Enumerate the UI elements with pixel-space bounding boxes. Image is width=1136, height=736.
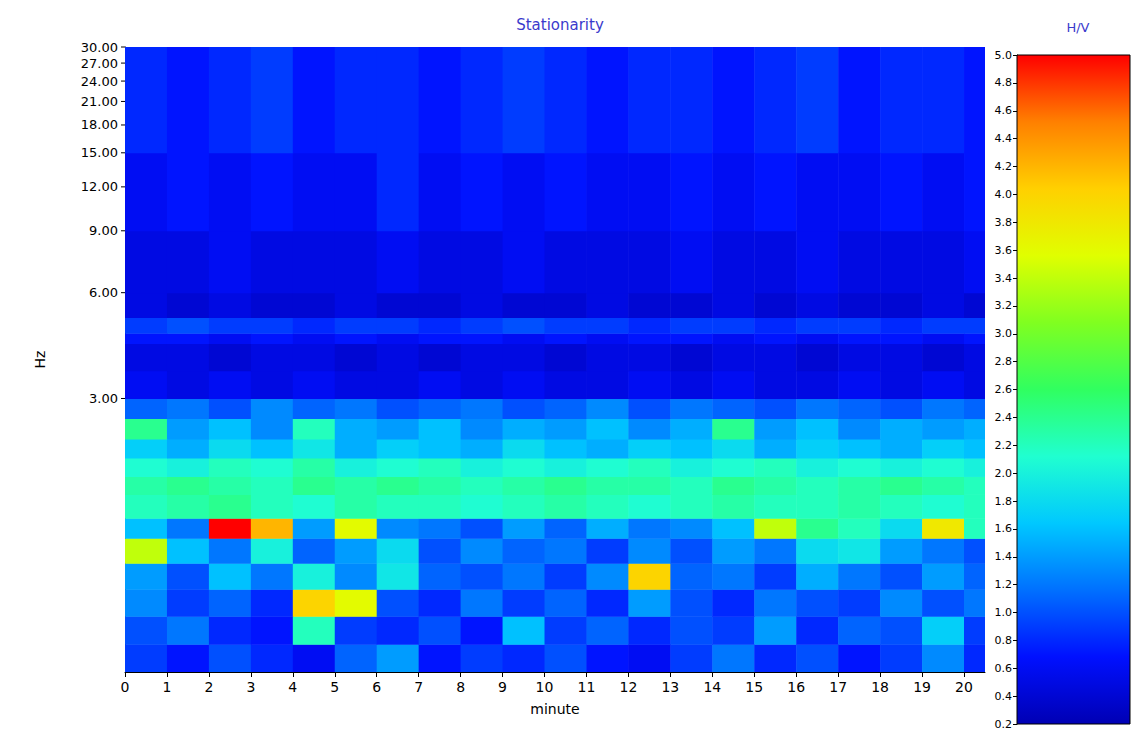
svg-text:7: 7: [414, 679, 423, 695]
svg-text:12: 12: [620, 679, 638, 695]
svg-text:3.2: 3.2: [995, 299, 1013, 312]
svg-text:0.6: 0.6: [995, 662, 1013, 675]
svg-text:21.00: 21.00: [81, 94, 118, 109]
svg-text:6: 6: [372, 679, 381, 695]
svg-text:6.00: 6.00: [89, 285, 118, 300]
svg-text:4.8: 4.8: [995, 76, 1013, 89]
svg-text:0.4: 0.4: [995, 690, 1013, 703]
svg-text:4.2: 4.2: [995, 160, 1013, 173]
svg-text:3.0: 3.0: [995, 327, 1013, 340]
svg-text:11: 11: [578, 679, 596, 695]
svg-text:12.00: 12.00: [81, 179, 118, 194]
svg-text:H/V: H/V: [1066, 20, 1089, 35]
svg-text:18: 18: [871, 679, 889, 695]
svg-text:5: 5: [330, 679, 339, 695]
svg-text:Stationarity: Stationarity: [516, 16, 604, 34]
svg-text:13: 13: [661, 679, 679, 695]
svg-text:4: 4: [288, 679, 297, 695]
svg-text:0.8: 0.8: [995, 634, 1013, 647]
svg-text:3.8: 3.8: [995, 216, 1013, 229]
svg-text:16: 16: [787, 679, 805, 695]
svg-text:0: 0: [121, 679, 130, 695]
svg-text:4.4: 4.4: [995, 132, 1013, 145]
svg-text:19: 19: [913, 679, 931, 695]
svg-text:8: 8: [456, 679, 465, 695]
svg-text:3: 3: [246, 679, 255, 695]
svg-text:1.6: 1.6: [995, 522, 1013, 535]
svg-text:4.6: 4.6: [995, 104, 1013, 117]
svg-text:2.2: 2.2: [995, 439, 1013, 452]
svg-text:Hz: Hz: [32, 351, 48, 369]
svg-text:14: 14: [703, 679, 721, 695]
svg-text:2.4: 2.4: [995, 411, 1013, 424]
svg-text:10: 10: [536, 679, 554, 695]
svg-text:2.8: 2.8: [995, 355, 1013, 368]
svg-text:9: 9: [498, 679, 507, 695]
svg-text:3.00: 3.00: [89, 391, 118, 406]
svg-text:3.6: 3.6: [995, 244, 1013, 257]
svg-text:2.6: 2.6: [995, 383, 1013, 396]
svg-text:30.00: 30.00: [81, 40, 118, 55]
svg-text:15: 15: [745, 679, 763, 695]
svg-text:1: 1: [162, 679, 171, 695]
svg-text:15.00: 15.00: [81, 145, 118, 160]
svg-text:4.0: 4.0: [995, 188, 1013, 201]
svg-text:2.0: 2.0: [995, 467, 1013, 480]
svg-text:17: 17: [829, 679, 847, 695]
svg-text:1.0: 1.0: [995, 606, 1013, 619]
svg-text:27.00: 27.00: [81, 56, 118, 71]
svg-text:5.0: 5.0: [995, 49, 1013, 62]
svg-text:1.2: 1.2: [995, 578, 1013, 591]
svg-text:0.2: 0.2: [995, 718, 1013, 731]
svg-text:24.00: 24.00: [81, 74, 118, 89]
svg-text:18.00: 18.00: [81, 117, 118, 132]
svg-text:9.00: 9.00: [89, 223, 118, 238]
svg-text:3.4: 3.4: [995, 272, 1013, 285]
svg-text:2: 2: [204, 679, 213, 695]
svg-text:20: 20: [955, 679, 973, 695]
svg-text:1.8: 1.8: [995, 495, 1013, 508]
svg-text:1.4: 1.4: [995, 550, 1013, 563]
svg-text:minute: minute: [530, 701, 579, 717]
